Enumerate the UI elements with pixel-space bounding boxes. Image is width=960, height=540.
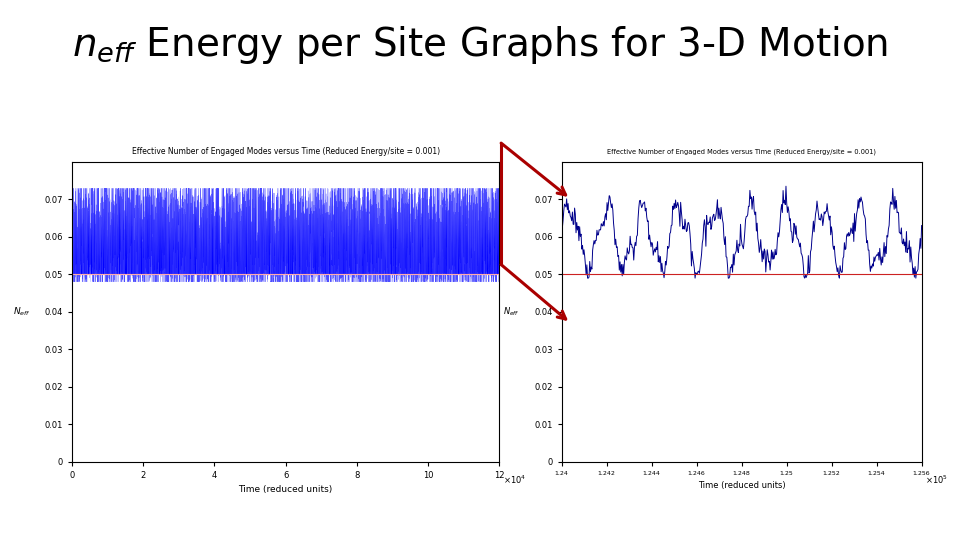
- Title: Effective Number of Engaged Modes versus Time (Reduced Energy/site = 0.001): Effective Number of Engaged Modes versus…: [607, 148, 876, 155]
- Y-axis label: $N_{eff}$: $N_{eff}$: [503, 306, 520, 318]
- X-axis label: Time (reduced units): Time (reduced units): [698, 481, 785, 490]
- Y-axis label: $N_{eff}$: $N_{eff}$: [13, 306, 31, 318]
- Title: Effective Number of Engaged Modes versus Time (Reduced Energy/site = 0.001): Effective Number of Engaged Modes versus…: [132, 147, 440, 156]
- X-axis label: Time (reduced units): Time (reduced units): [238, 485, 333, 494]
- Text: $\times10^{4}$: $\times10^{4}$: [503, 474, 527, 486]
- Text: $n_\mathit{eff}$ Energy per Site Graphs for 3-D Motion: $n_\mathit{eff}$ Energy per Site Graphs …: [72, 24, 888, 66]
- Text: $\times10^{5}$: $\times10^{5}$: [925, 474, 948, 486]
